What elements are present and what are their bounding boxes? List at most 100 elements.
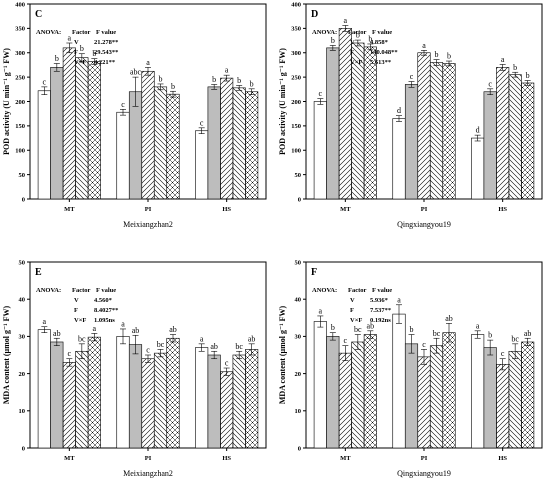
significance-letter: bc	[157, 340, 165, 349]
y-axis-title: POD activity (U min⁻¹ g⁻¹ FW)	[278, 48, 287, 155]
bar	[220, 77, 234, 200]
significance-letter: bc	[433, 329, 441, 338]
bar	[87, 336, 101, 449]
significance-letter: a	[121, 319, 125, 328]
bar	[195, 347, 209, 449]
anova-header: ANOVA:	[312, 29, 337, 36]
bar	[338, 352, 352, 449]
y-tick-label: 50	[295, 172, 302, 179]
y-tick-label: 30	[19, 334, 26, 341]
bar	[521, 341, 535, 449]
bar	[166, 337, 180, 449]
bar	[37, 329, 51, 449]
bar	[141, 358, 155, 449]
bar	[521, 82, 535, 200]
bar	[429, 345, 444, 449]
bar	[62, 362, 76, 449]
significance-letter: c	[422, 340, 426, 349]
x-category-label: PI	[421, 455, 428, 462]
significance-letter: ab	[524, 329, 532, 338]
y-tick-label: 100	[291, 148, 301, 155]
y-axis-title: MDA content (μmol g⁻¹ FW)	[278, 306, 287, 405]
anova-factor: V	[74, 297, 79, 304]
anova-factor: F	[350, 307, 354, 314]
significance-letter: b	[447, 52, 451, 61]
significance-letter: b	[331, 36, 335, 45]
bar	[471, 334, 485, 449]
bar	[326, 47, 340, 200]
cultivar-label: Meixiangzhan2	[123, 469, 173, 478]
anova-factor: V	[350, 39, 355, 46]
bar	[496, 363, 510, 449]
significance-letter: c	[146, 346, 150, 355]
significance-letter: b	[356, 31, 360, 40]
bar	[429, 62, 444, 200]
significance-letter: ab	[445, 314, 453, 323]
significance-letter: b	[55, 54, 59, 63]
anova-f-value: 21.278**	[94, 39, 118, 46]
y-axis-title: POD activity (U min⁻¹ g⁻¹ FW)	[2, 48, 11, 155]
bar	[128, 91, 143, 200]
significance-letter: c	[501, 349, 505, 358]
y-tick-label: 20	[295, 371, 302, 378]
bar	[483, 91, 497, 200]
significance-letter: b	[80, 44, 84, 53]
significance-letter: b	[368, 34, 372, 43]
bar	[232, 354, 246, 449]
bar	[483, 347, 497, 449]
x-category-label: HS	[222, 206, 231, 213]
y-tick-label: 100	[15, 148, 25, 155]
y-tick-label: 40	[19, 297, 26, 304]
significance-letter: a	[501, 55, 505, 64]
panel-letter: F	[311, 267, 317, 278]
significance-letter: a	[68, 34, 72, 43]
anova-header: ANOVA:	[36, 287, 61, 294]
bar	[116, 111, 130, 200]
bar	[166, 93, 180, 200]
y-tick-label: 350	[291, 26, 301, 33]
significance-letter: a	[344, 16, 348, 25]
bar	[220, 371, 234, 449]
significance-letter: a	[422, 41, 426, 50]
y-tick-label: 300	[291, 50, 301, 57]
significance-letter: c	[488, 79, 492, 88]
bar	[141, 70, 155, 200]
anova-factor: V×F	[74, 317, 86, 324]
significance-letter: a	[93, 324, 97, 333]
anova-header: ANOVA:	[312, 287, 337, 294]
significance-letter: b	[331, 323, 335, 332]
y-tick-label: 0	[22, 196, 25, 203]
panel-letter: D	[311, 9, 318, 20]
significance-letter: b	[410, 325, 414, 334]
significance-letter: b	[159, 74, 163, 83]
y-tick-label: 0	[298, 196, 301, 203]
y-tick-label: 30	[295, 334, 302, 341]
bar	[404, 343, 419, 449]
bar	[37, 90, 51, 200]
anova-factor: V×F	[350, 317, 362, 324]
y-tick-label: 250	[15, 74, 25, 81]
significance-letter: d	[397, 106, 401, 115]
y-tick-label: 0	[22, 445, 25, 452]
y-tick-label: 50	[19, 172, 26, 179]
y-tick-label: 150	[291, 123, 301, 130]
anova-f-value: 0.192ns	[370, 317, 391, 324]
x-category-label: PI	[145, 206, 152, 213]
significance-letter: b	[250, 79, 254, 88]
anova-f-value: 5.936*	[370, 297, 388, 304]
x-category-label: MT	[64, 455, 75, 462]
anova-header: Factor	[348, 287, 367, 294]
x-category-label: MT	[64, 206, 75, 213]
anova-f-value: 7.537**	[370, 307, 391, 314]
bar	[207, 354, 221, 449]
bar	[313, 321, 327, 449]
significance-letter: a	[476, 321, 480, 330]
anova-header: F value	[96, 29, 116, 36]
significance-letter: bc	[511, 334, 519, 343]
y-tick-label: 150	[15, 123, 25, 130]
anova-factor: F	[74, 307, 78, 314]
significance-letter: c	[344, 336, 348, 345]
bar	[442, 63, 456, 200]
bar	[195, 130, 209, 200]
bar	[153, 352, 168, 449]
